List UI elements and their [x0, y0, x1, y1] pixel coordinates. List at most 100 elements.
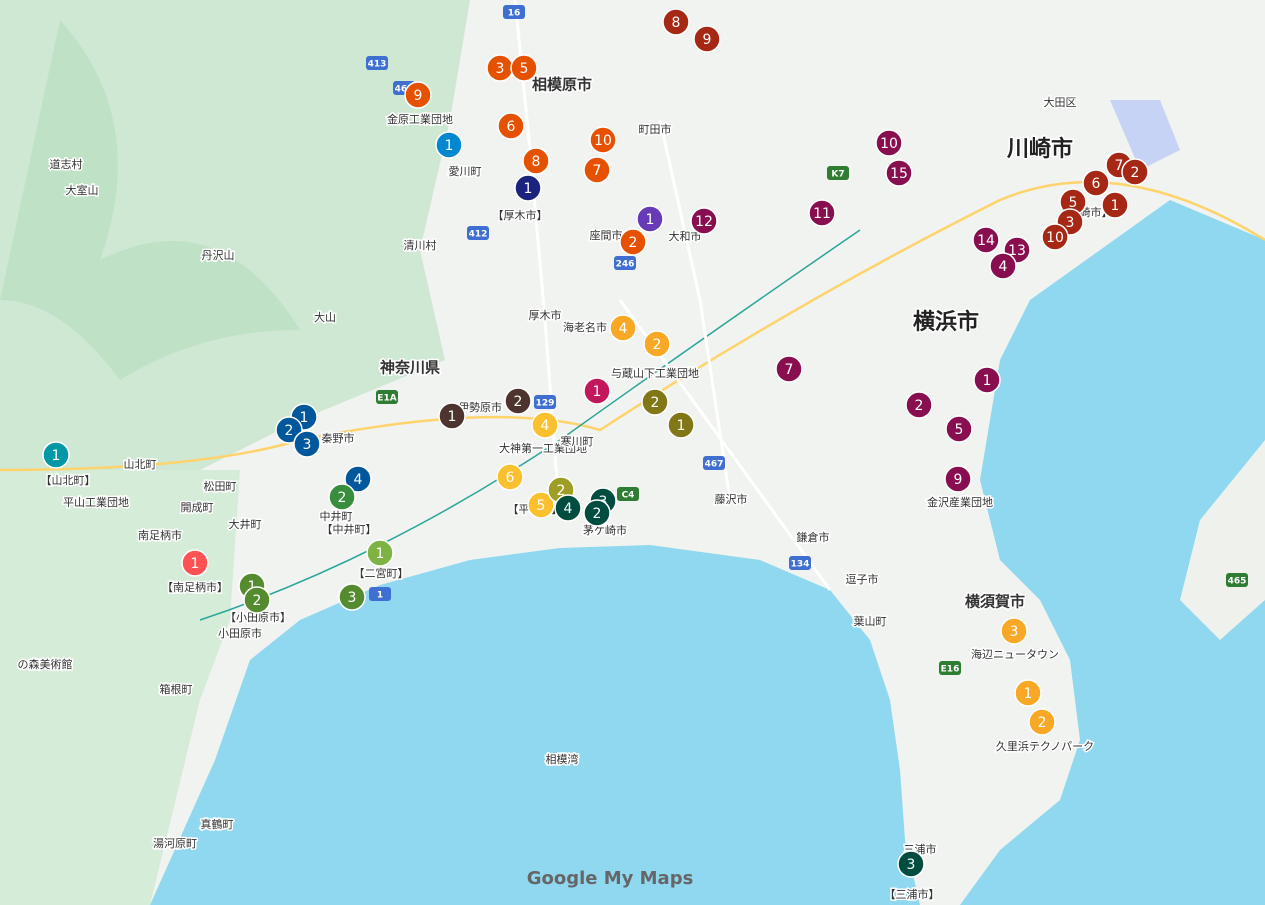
marker-pin — [583, 377, 611, 405]
marker[interactable]: 8 — [662, 8, 690, 36]
marker-label: 2 — [593, 506, 602, 522]
marker[interactable]: 2 — [583, 499, 611, 527]
marker[interactable]: 2 — [243, 586, 271, 614]
marker[interactable]: 1 — [438, 402, 466, 430]
marker[interactable]: 1 — [973, 366, 1001, 394]
marker[interactable]: 3 — [897, 850, 925, 878]
marker-label: 3 — [303, 437, 312, 453]
place-label: 相模湾 — [546, 752, 579, 766]
marker[interactable]: 11 — [808, 199, 836, 227]
marker[interactable]: 6 — [1082, 169, 1110, 197]
marker[interactable]: 14 — [972, 226, 1000, 254]
marker[interactable]: 4 — [531, 411, 559, 439]
marker-pin — [583, 156, 611, 184]
marker-label: 3 — [348, 590, 357, 606]
marker[interactable]: 1 — [1101, 191, 1129, 219]
marker[interactable]: 4 — [989, 252, 1017, 280]
marker[interactable]: 5 — [945, 415, 973, 443]
marker[interactable]: 3 — [338, 583, 366, 611]
tokyo-bay — [960, 200, 1265, 905]
marker-label: 5 — [1069, 195, 1078, 211]
marker[interactable]: 6 — [497, 112, 525, 140]
road-number: 129 — [536, 399, 555, 409]
marker-label: 5 — [537, 498, 546, 514]
marker-pin — [404, 81, 432, 109]
marker[interactable]: 3 — [486, 54, 514, 82]
marker-pin — [1082, 169, 1110, 197]
marker[interactable]: 10 — [875, 129, 903, 157]
marker[interactable]: 3 — [293, 430, 321, 458]
road-number: 134 — [791, 560, 810, 570]
road-shield: 129 — [534, 395, 556, 409]
marker-label: 1 — [646, 212, 655, 228]
marker[interactable]: 1 — [42, 441, 70, 469]
marker-pin — [662, 8, 690, 36]
place-label: 神奈川県 — [380, 359, 440, 377]
marker-pin — [366, 539, 394, 567]
marker-pin — [989, 252, 1017, 280]
marker[interactable]: 12 — [690, 207, 718, 235]
marker[interactable]: 4 — [344, 465, 372, 493]
place-label: 藤沢市 — [715, 492, 748, 506]
marker[interactable]: 5 — [510, 54, 538, 82]
marker-label: 7 — [785, 362, 794, 378]
road-number: 412 — [469, 230, 488, 240]
road-shield-bg — [789, 556, 811, 570]
marker[interactable]: 7 — [583, 156, 611, 184]
marker[interactable]: 1 — [366, 539, 394, 567]
marker-label: 1 — [376, 546, 385, 562]
marker[interactable]: 5 — [527, 491, 555, 519]
marker-label: 8 — [532, 154, 541, 170]
road-shield: K7 — [827, 166, 849, 180]
marker[interactable]: 9 — [944, 465, 972, 493]
road-shield-bg — [617, 487, 639, 501]
place-label: 町田市 — [639, 122, 672, 136]
marker[interactable]: 4 — [554, 494, 582, 522]
marker[interactable]: 15 — [885, 159, 913, 187]
marker[interactable]: 2 — [504, 387, 532, 415]
marker[interactable]: 2 — [1121, 158, 1149, 186]
marker[interactable]: 1 — [583, 377, 611, 405]
marker[interactable]: 3 — [1000, 617, 1028, 645]
marker[interactable]: 1 — [1014, 679, 1042, 707]
marker[interactable]: 8 — [522, 147, 550, 175]
marker[interactable]: 2 — [641, 388, 669, 416]
marker-pin — [328, 483, 356, 511]
marker[interactable]: 2 — [328, 483, 356, 511]
marker[interactable]: 2 — [905, 391, 933, 419]
road-shield: 1 — [369, 587, 391, 601]
marker-pin — [435, 131, 463, 159]
marker[interactable]: 10 — [1041, 223, 1069, 251]
marker[interactable]: 7 — [775, 355, 803, 383]
place-label: 大室山 — [66, 183, 99, 197]
marker-label: 2 — [514, 394, 523, 410]
marker[interactable]: 2 — [619, 228, 647, 256]
marker[interactable]: 1 — [636, 205, 664, 233]
marker[interactable]: 1 — [181, 549, 209, 577]
road-shield: 412 — [467, 226, 489, 240]
marker[interactable]: 2 — [1028, 708, 1056, 736]
marker[interactable]: 6 — [496, 463, 524, 491]
place-label: 金沢産業団地 — [927, 495, 993, 509]
marker-pin — [619, 228, 647, 256]
marker-label: 7 — [593, 163, 602, 179]
marker[interactable]: 1 — [514, 174, 542, 202]
marker[interactable]: 10 — [589, 126, 617, 154]
marker[interactable]: 1 — [435, 131, 463, 159]
marker[interactable]: 4 — [609, 314, 637, 342]
place-label: 山北町 — [124, 458, 157, 471]
marker-label: 1 — [593, 384, 602, 400]
marker-pin — [497, 112, 525, 140]
branding: Google My Maps — [527, 868, 694, 889]
marker-label: 3 — [1066, 215, 1075, 231]
marker[interactable]: 2 — [643, 330, 671, 358]
mountains — [0, 470, 240, 905]
road-shield-bg — [534, 395, 556, 409]
marker-label: 5 — [955, 422, 964, 438]
place-label: 【二宮町】 — [354, 566, 409, 580]
marker[interactable]: 1 — [667, 411, 695, 439]
marker-label: 1 — [524, 181, 533, 197]
marker[interactable]: 9 — [693, 25, 721, 53]
marker[interactable]: 9 — [404, 81, 432, 109]
marker-pin — [1041, 223, 1069, 251]
